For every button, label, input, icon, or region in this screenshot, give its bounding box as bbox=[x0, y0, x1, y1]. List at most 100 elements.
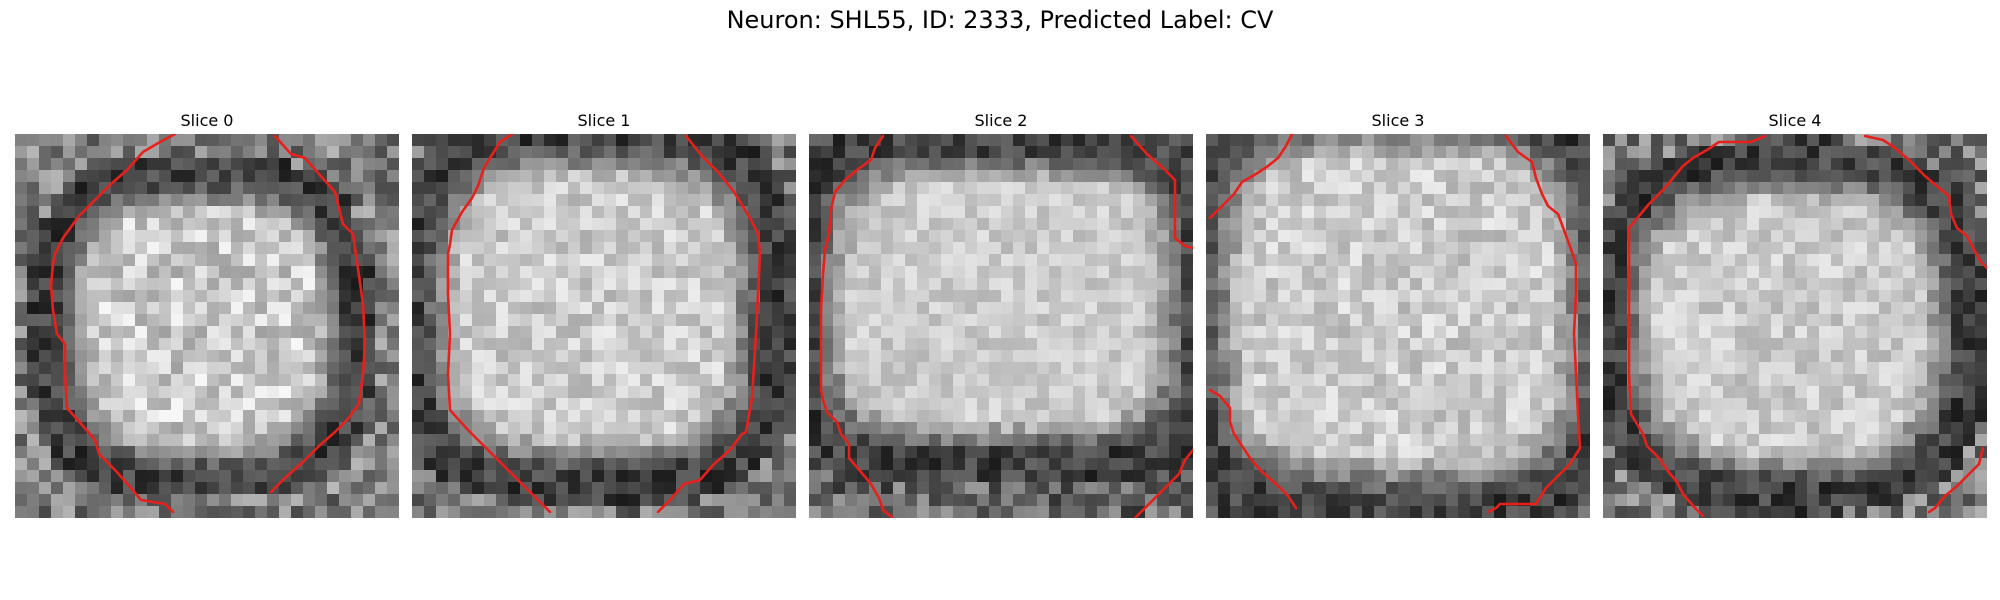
pixel-cell bbox=[448, 254, 461, 267]
pixel-cell bbox=[1314, 170, 1327, 183]
pixel-cell bbox=[556, 350, 569, 363]
pixel-cell bbox=[1001, 386, 1014, 399]
pixel-cell bbox=[1061, 314, 1074, 327]
pixel-cell bbox=[989, 458, 1002, 471]
pixel-cell bbox=[1181, 170, 1193, 183]
pixel-cell bbox=[1085, 326, 1098, 339]
pixel-cell bbox=[1747, 410, 1760, 423]
pixel-cell bbox=[27, 278, 40, 291]
pixel-cell bbox=[159, 194, 172, 207]
pixel-cell bbox=[135, 206, 148, 219]
pixel-cell bbox=[1819, 434, 1832, 447]
pixel-cell bbox=[881, 326, 894, 339]
pixel-cell bbox=[1975, 218, 1987, 231]
pixel-cell bbox=[520, 182, 533, 195]
pixel-cell bbox=[279, 446, 292, 459]
pixel-cell bbox=[424, 182, 437, 195]
pixel-cell bbox=[424, 326, 437, 339]
pixel-cell bbox=[39, 314, 52, 327]
pixel-cell bbox=[1422, 182, 1435, 195]
pixel-cell bbox=[51, 290, 64, 303]
pixel-cell bbox=[688, 314, 701, 327]
pixel-cell bbox=[1747, 146, 1760, 159]
pixel-cell bbox=[857, 170, 870, 183]
pixel-cell bbox=[1759, 410, 1772, 423]
pixel-cell bbox=[833, 482, 846, 495]
pixel-cell bbox=[1338, 362, 1351, 375]
pixel-cell bbox=[1121, 146, 1134, 159]
pixel-cell bbox=[893, 314, 906, 327]
pixel-cell bbox=[772, 362, 785, 375]
pixel-cell bbox=[1951, 146, 1964, 159]
pixel-cell bbox=[1891, 194, 1904, 207]
pixel-cell bbox=[436, 398, 449, 411]
pixel-cell bbox=[387, 386, 399, 399]
pixel-cell bbox=[195, 506, 208, 518]
pixel-cell bbox=[1157, 362, 1170, 375]
pixel-cell bbox=[195, 458, 208, 471]
pixel-cell bbox=[147, 206, 160, 219]
pixel-cell bbox=[460, 290, 473, 303]
pixel-cell bbox=[989, 242, 1002, 255]
pixel-cell bbox=[315, 278, 328, 291]
pixel-cell bbox=[27, 458, 40, 471]
pixel-cell bbox=[1819, 422, 1832, 435]
pixel-cell bbox=[1506, 470, 1519, 483]
pixel-cell bbox=[51, 374, 64, 387]
pixel-cell bbox=[1374, 242, 1387, 255]
pixel-cell bbox=[1771, 254, 1784, 267]
pixel-cell bbox=[1410, 278, 1423, 291]
pixel-cell bbox=[231, 278, 244, 291]
pixel-cell bbox=[1819, 158, 1832, 171]
pixel-cell bbox=[351, 326, 364, 339]
pixel-cell bbox=[1819, 134, 1832, 147]
pixel-cell bbox=[1181, 350, 1193, 363]
pixel-cell bbox=[1783, 194, 1796, 207]
pixel-cell bbox=[412, 446, 425, 459]
pixel-cell bbox=[1097, 494, 1110, 507]
pixel-cell bbox=[1542, 326, 1555, 339]
pixel-cell bbox=[1097, 254, 1110, 267]
pixel-cell bbox=[1687, 446, 1700, 459]
pixel-cell bbox=[881, 422, 894, 435]
pixel-cell bbox=[1049, 206, 1062, 219]
pixel-cell bbox=[724, 422, 737, 435]
pixel-cell bbox=[1362, 350, 1375, 363]
pixel-cell bbox=[652, 134, 665, 147]
pixel-cell bbox=[1879, 314, 1892, 327]
pixel-cell bbox=[1326, 506, 1339, 518]
pixel-cell bbox=[580, 194, 593, 207]
pixel-cell bbox=[207, 302, 220, 315]
pixel-cell bbox=[484, 206, 497, 219]
pixel-cell bbox=[905, 230, 918, 243]
pixel-cell bbox=[1181, 374, 1193, 387]
pixel-cell bbox=[412, 206, 425, 219]
pixel-cell bbox=[123, 266, 136, 279]
pixel-cell bbox=[1783, 242, 1796, 255]
pixel-cell bbox=[1290, 194, 1303, 207]
pixel-cell bbox=[520, 398, 533, 411]
pixel-cell bbox=[75, 290, 88, 303]
pixel-cell bbox=[1651, 314, 1664, 327]
pixel-cell bbox=[1073, 206, 1086, 219]
pixel-cell bbox=[953, 446, 966, 459]
pixel-cell bbox=[1085, 254, 1098, 267]
pixel-cell bbox=[171, 218, 184, 231]
pixel-cell bbox=[544, 398, 557, 411]
pixel-cell bbox=[1506, 410, 1519, 423]
pixel-cell bbox=[1073, 434, 1086, 447]
pixel-cell bbox=[1699, 458, 1712, 471]
pixel-cell bbox=[1651, 338, 1664, 351]
pixel-cell bbox=[1482, 254, 1495, 267]
pixel-cell bbox=[556, 218, 569, 231]
pixel-cell bbox=[63, 134, 76, 147]
pixel-cell bbox=[1434, 134, 1447, 147]
pixel-cell bbox=[1085, 242, 1098, 255]
pixel-cell bbox=[315, 134, 328, 147]
pixel-cell bbox=[616, 410, 629, 423]
pixel-cell bbox=[821, 410, 834, 423]
pixel-cell bbox=[1518, 410, 1531, 423]
pixel-cell bbox=[1578, 134, 1590, 147]
pixel-cell bbox=[1735, 374, 1748, 387]
pixel-cell bbox=[1855, 182, 1868, 195]
